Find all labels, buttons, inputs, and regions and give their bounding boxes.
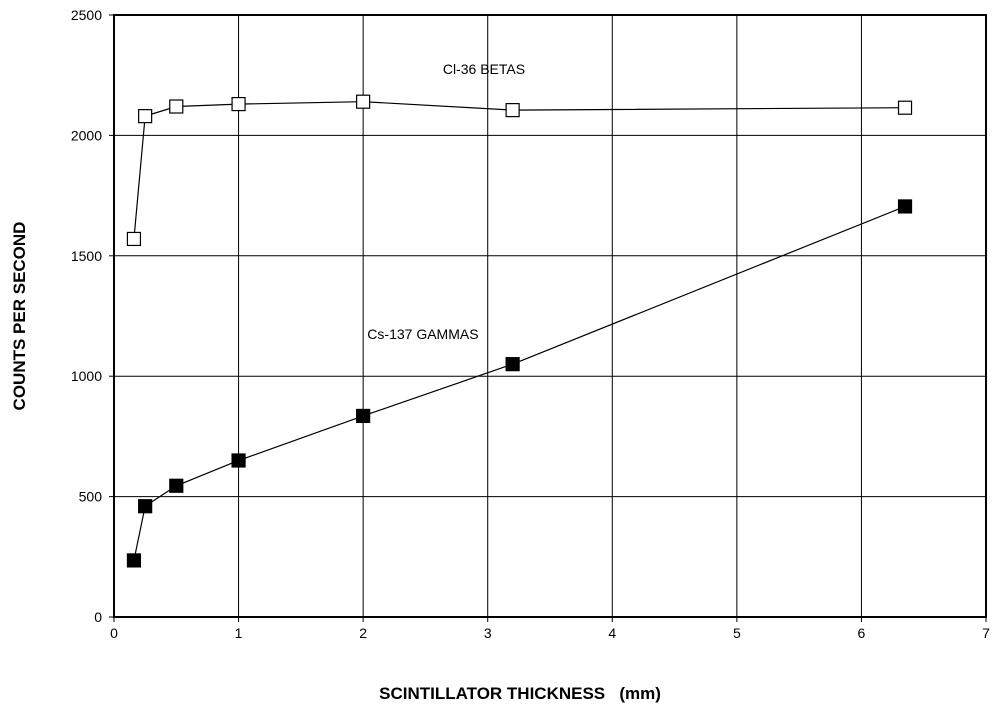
data-point-cl36: [356, 94, 371, 109]
x-tick-label: 5: [733, 625, 741, 641]
data-point-cl36: [169, 99, 184, 114]
x-axis-title: SCINTILLATOR THICKNESS (mm): [379, 684, 661, 703]
series-line-1: [133, 205, 906, 561]
x-tick-label: 3: [484, 625, 492, 641]
data-point-cs137: [897, 199, 913, 214]
y-tick-label: 2000: [71, 127, 102, 143]
data-markers: [126, 94, 913, 568]
x-tick-label: 2: [359, 625, 367, 641]
data-point-cs137: [505, 357, 520, 372]
series-label-cl36-betas: Cl-36 BETAS: [443, 61, 525, 77]
data-point-cs137: [126, 553, 142, 568]
data-point-cs137: [356, 408, 371, 424]
data-point-cl36: [505, 103, 520, 118]
data-point-cs137: [138, 499, 153, 514]
y-tick-label: 500: [79, 489, 103, 505]
tick-labels: 0 1 2 3 4 5 6 7 0 500 1000 1500 2000 2500: [71, 7, 990, 641]
series-lines: [133, 101, 906, 561]
y-tick-label: 1000: [71, 368, 102, 384]
y-axis-title: COUNTS PER SECOND: [10, 222, 29, 411]
x-tick-label: 1: [235, 625, 243, 641]
data-point-cs137: [231, 453, 246, 468]
series-line-0: [133, 101, 906, 239]
data-point-cl36: [897, 100, 913, 115]
data-point-cl36: [126, 231, 142, 247]
y-tick-label: 2500: [71, 7, 102, 23]
x-tick-label: 6: [858, 625, 866, 641]
x-tick-label: 0: [110, 625, 118, 641]
y-tick-label: 1500: [71, 248, 102, 264]
series-label-cs137-gammas: Cs-137 GAMMAS: [367, 326, 478, 342]
data-point-cl36: [138, 109, 153, 124]
x-tick-label: 7: [982, 625, 990, 641]
data-point-cs137: [169, 478, 184, 493]
x-tick-label: 4: [608, 625, 616, 641]
plot-area-frame: [113, 14, 987, 618]
y-tick-label: 0: [94, 609, 102, 625]
data-point-cl36: [231, 96, 246, 112]
